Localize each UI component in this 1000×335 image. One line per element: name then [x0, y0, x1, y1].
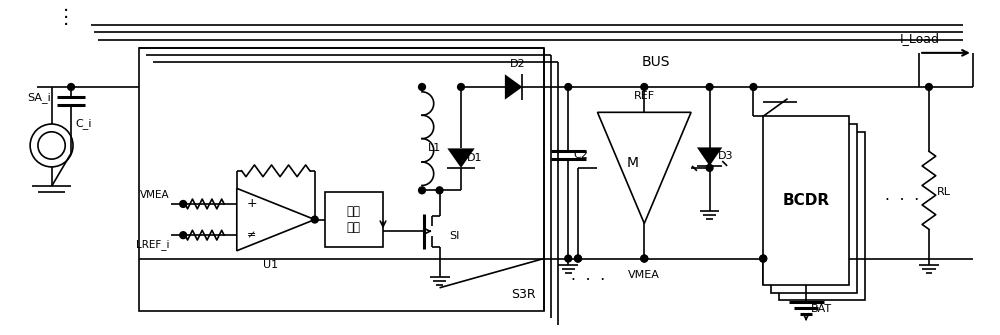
Text: BAT: BAT: [811, 304, 832, 314]
Text: VMEA: VMEA: [628, 270, 660, 280]
Bar: [779, 132, 865, 300]
Circle shape: [926, 83, 932, 90]
Text: RL: RL: [937, 187, 951, 197]
Text: BUS: BUS: [642, 55, 670, 69]
Bar: [763, 116, 849, 285]
Text: S3R: S3R: [511, 288, 536, 302]
Text: VMEA: VMEA: [140, 190, 170, 200]
Circle shape: [706, 83, 713, 90]
Circle shape: [180, 201, 187, 207]
Circle shape: [575, 255, 581, 262]
Circle shape: [575, 255, 581, 262]
Text: ·  ·  ·: · · ·: [885, 193, 919, 208]
Text: LREF_i: LREF_i: [136, 239, 170, 250]
Text: D3: D3: [717, 151, 733, 161]
Text: REF: REF: [634, 91, 655, 100]
Circle shape: [706, 164, 713, 171]
Text: M: M: [627, 156, 639, 170]
Polygon shape: [447, 148, 475, 168]
Text: I_Load: I_Load: [900, 32, 940, 45]
Bar: [325, 192, 383, 247]
Circle shape: [311, 216, 318, 223]
Text: BCDR: BCDR: [783, 193, 830, 208]
Text: 驱动: 驱动: [347, 205, 361, 218]
Text: ·: ·: [63, 9, 69, 28]
Text: ≠: ≠: [247, 230, 256, 240]
Polygon shape: [505, 74, 522, 99]
Text: L1: L1: [428, 143, 441, 153]
Text: C2: C2: [573, 150, 588, 160]
Text: +: +: [247, 197, 257, 210]
Text: ·: ·: [63, 16, 69, 35]
Text: ·  ·  ·: · · ·: [571, 273, 605, 288]
Circle shape: [760, 255, 767, 262]
Circle shape: [565, 83, 572, 90]
Text: ·: ·: [63, 2, 69, 21]
Circle shape: [419, 83, 425, 90]
Circle shape: [760, 255, 767, 262]
Circle shape: [565, 255, 572, 262]
Text: SI: SI: [449, 231, 460, 241]
Circle shape: [641, 83, 648, 90]
Circle shape: [641, 255, 648, 262]
Circle shape: [436, 187, 443, 194]
Circle shape: [750, 83, 757, 90]
Text: 电路: 电路: [347, 221, 361, 234]
Bar: [139, 48, 544, 311]
Bar: [771, 124, 857, 293]
Circle shape: [180, 232, 187, 239]
Polygon shape: [697, 147, 722, 166]
Circle shape: [419, 187, 425, 194]
Text: U1: U1: [263, 261, 278, 270]
Circle shape: [68, 83, 74, 90]
Circle shape: [458, 83, 464, 90]
Text: D1: D1: [467, 153, 482, 163]
Text: D2: D2: [510, 59, 525, 69]
Circle shape: [641, 255, 648, 262]
Text: C_i: C_i: [75, 118, 91, 129]
Text: SA_i: SA_i: [27, 92, 51, 103]
